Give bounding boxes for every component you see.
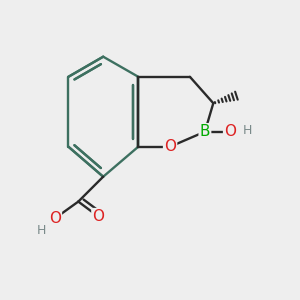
Text: O: O xyxy=(49,211,61,226)
Text: B: B xyxy=(200,124,210,139)
Text: H: H xyxy=(37,224,46,237)
Text: H: H xyxy=(243,124,252,137)
Text: O: O xyxy=(92,209,104,224)
Text: O: O xyxy=(224,124,236,139)
Text: O: O xyxy=(164,139,176,154)
